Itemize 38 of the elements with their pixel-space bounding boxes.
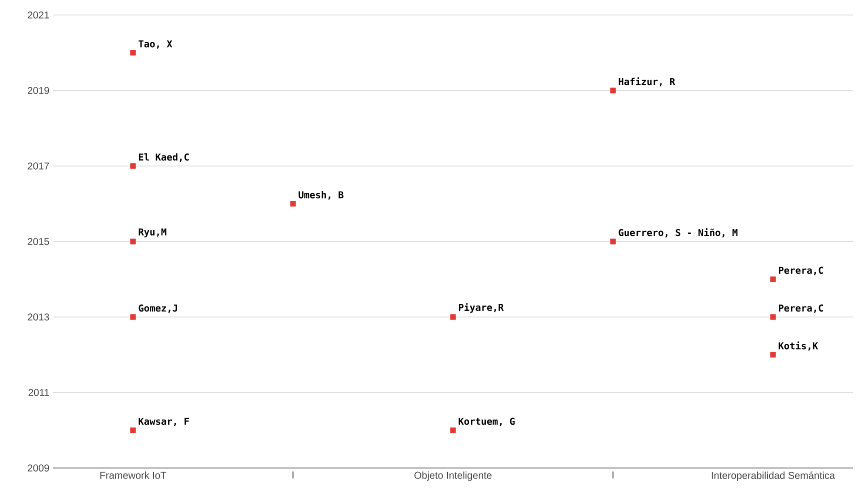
point — [610, 238, 616, 244]
data-label: Perera,C — [778, 266, 824, 276]
point — [610, 88, 616, 94]
point — [770, 276, 776, 282]
data-label: Tao, X — [138, 40, 172, 49]
data-label: Kortuem, G — [458, 418, 515, 426]
point — [130, 163, 136, 169]
x-tick-label: Objeto Inteligente — [414, 472, 492, 481]
point — [770, 352, 776, 358]
y-tick-label: 2013 — [28, 313, 50, 321]
point — [130, 427, 136, 434]
x-tick-label: I — [612, 472, 614, 478]
data-label: El Kaed,C — [138, 153, 189, 162]
point — [450, 314, 456, 320]
data-label: Perera,C — [778, 304, 824, 313]
data-label: Umesh, B — [298, 191, 344, 200]
point — [130, 238, 136, 244]
y-tick-label: 2021 — [28, 11, 49, 19]
y-tick-label: 2015 — [28, 238, 50, 246]
data-label: Kawsar, F — [138, 418, 189, 426]
data-label: Kotis,K — [778, 342, 818, 351]
x-tick-label: Interoperabilidad Semántica — [712, 472, 836, 481]
data-label: Guerrero, S - Niño, M — [618, 228, 738, 238]
y-tick-label: 2019 — [28, 86, 50, 94]
data-label: Gomez,J — [138, 304, 178, 313]
data-label: Piyare,R — [458, 303, 504, 313]
point — [770, 314, 776, 320]
x-tick-label: Framework IoT — [100, 472, 166, 479]
point — [290, 200, 296, 207]
y-tick-label: 2011 — [28, 388, 49, 396]
point — [450, 427, 456, 434]
point — [130, 314, 136, 320]
point — [130, 50, 136, 56]
x-tick-label: I — [292, 472, 294, 478]
y-tick-label: 2009 — [28, 464, 50, 472]
data-label: Hafizur, R — [618, 77, 676, 86]
y-tick-label: 2017 — [28, 162, 49, 170]
data-label: Ryu,M — [138, 228, 166, 238]
